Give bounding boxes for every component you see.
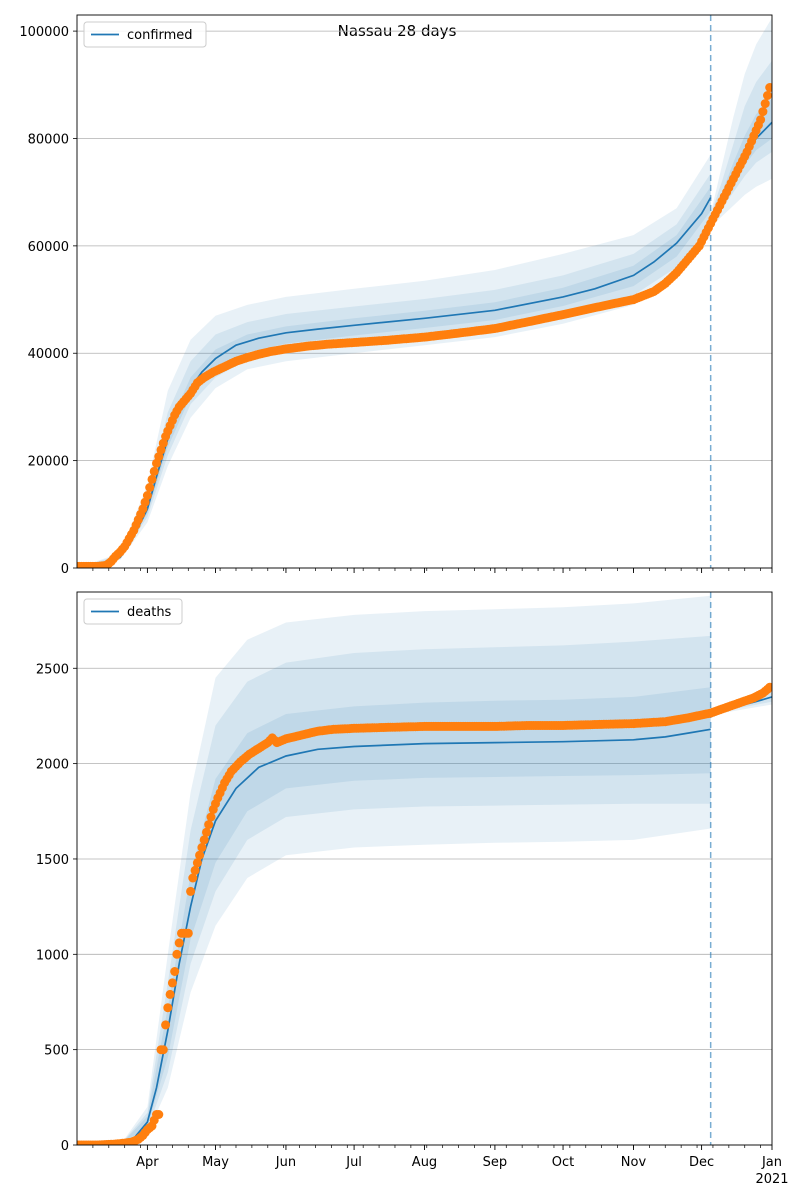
x-tick-label: Oct xyxy=(552,1155,574,1170)
plot-area xyxy=(77,592,772,1145)
y-tick-label: 80000 xyxy=(28,132,69,147)
observed-point xyxy=(765,83,772,92)
x-tick-label: Apr xyxy=(136,1155,159,1170)
y-tick-label: 20000 xyxy=(28,455,69,470)
observed-point xyxy=(188,873,198,883)
observed-point xyxy=(170,967,180,976)
uncertainty-band xyxy=(77,173,711,568)
y-tick-label: 40000 xyxy=(28,347,69,362)
plot-area xyxy=(77,15,772,568)
observed-point xyxy=(190,865,200,875)
observed-point xyxy=(186,886,196,896)
observed-point xyxy=(172,949,182,959)
x-tick-label: Jul xyxy=(345,1155,362,1170)
uncertainty-band xyxy=(710,60,772,225)
observed-point xyxy=(145,483,155,492)
observed-point xyxy=(174,938,184,948)
observed-point xyxy=(206,812,216,822)
confirmed-panel: 0 20000 40000 60000 80000 100000 confirmed xyxy=(19,14,773,577)
observed-point xyxy=(165,989,175,999)
uncertainty-band xyxy=(77,595,711,1145)
legend-label: confirmed xyxy=(127,28,193,43)
observed-point xyxy=(147,474,157,484)
x-tick-label: May xyxy=(202,1155,229,1170)
x-tick-label: Sep xyxy=(483,1155,508,1170)
y-tick-label: 1000 xyxy=(36,948,69,963)
x-tick-label: 2021 xyxy=(755,1172,788,1187)
deaths-panel: 0 500 1000 1500 2000 2500 Apr May Jun Jul Aug Sep Oc… xyxy=(36,591,789,1187)
x-tick-label: Dec xyxy=(689,1155,714,1170)
y-tick-label: 100000 xyxy=(19,25,69,40)
legend-label: deaths xyxy=(127,605,172,620)
observed-point xyxy=(197,843,207,852)
observed-point xyxy=(192,858,202,868)
y-tick-label: 1500 xyxy=(36,853,69,868)
legend-box xyxy=(83,598,183,625)
observed-point xyxy=(763,91,772,100)
model-line xyxy=(77,728,711,1145)
x-tick-label: Aug xyxy=(412,1155,437,1170)
legend: confirmed xyxy=(83,21,207,48)
observed-point xyxy=(167,978,177,988)
observed-point xyxy=(758,107,768,117)
observed-point xyxy=(158,1045,168,1055)
observed-point xyxy=(765,682,772,692)
y-tick-label: 2500 xyxy=(36,662,69,677)
observed-point xyxy=(195,850,205,860)
observed-point xyxy=(142,491,152,500)
observed-point xyxy=(163,1003,173,1013)
uncertainty-band xyxy=(710,17,772,228)
observed-point xyxy=(199,835,209,845)
y-tick-label: 60000 xyxy=(28,240,69,255)
observed-point xyxy=(760,99,770,109)
observed-point xyxy=(183,928,193,938)
x-tick-label: Nov xyxy=(621,1155,647,1170)
observed-point xyxy=(756,115,766,125)
y-tick-label: 0 xyxy=(61,562,69,577)
x-tick-label: Jun xyxy=(275,1155,296,1170)
y-tick-label: 2000 xyxy=(36,758,69,773)
uncertainty-band xyxy=(77,154,711,568)
x-tick-label: Jan xyxy=(761,1155,782,1170)
y-tick-label: 0 xyxy=(61,1139,69,1154)
observed-point xyxy=(149,466,159,476)
legend: deaths xyxy=(83,598,183,625)
legend-box xyxy=(83,21,207,48)
observed-point xyxy=(154,1110,164,1119)
observed-point xyxy=(204,820,214,830)
uncertainty-band xyxy=(77,687,711,1145)
observed-point xyxy=(161,1020,171,1030)
observed-point xyxy=(202,827,211,837)
y-tick-label: 500 xyxy=(44,1044,69,1059)
